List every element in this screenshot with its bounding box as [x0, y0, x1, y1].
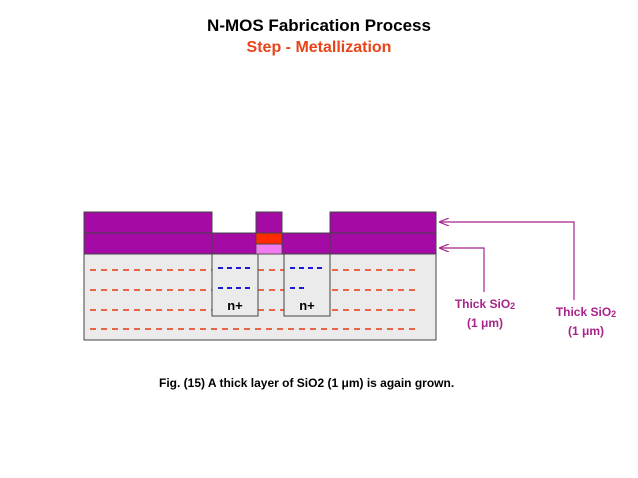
oxide-top-gate: [255, 211, 283, 234]
n-plus-well-left: [211, 253, 259, 317]
well-dash-marks: [218, 267, 322, 289]
callout-lower-sub: 2: [510, 301, 516, 311]
oxide-bottom-right: [329, 232, 437, 255]
callout-arrow-lower: [440, 248, 485, 292]
page-subtitle: Step - Metallization: [246, 39, 392, 56]
callout-thick-oxide-upper: Thick SiO2 (1 μm): [545, 303, 627, 340]
page-title: N-MOS Fabrication Process: [207, 16, 431, 35]
callout-thick-oxide-lower: Thick SiO2 (1 μm): [444, 295, 526, 332]
callout-lower-thickness: (1 μm): [466, 316, 503, 330]
substrate-dash-rows: [90, 269, 420, 330]
callout-upper-main: Thick SiO: [555, 305, 612, 319]
oxide-top-left: [83, 211, 213, 234]
callout-upper-sub: 2: [611, 309, 617, 319]
n-plus-label-left: n+: [227, 298, 243, 313]
oxide-bottom-left-well: [211, 232, 257, 255]
callout-arrow-upper: [440, 222, 575, 300]
oxide-top-right: [329, 211, 437, 234]
p-substrate: [83, 253, 437, 341]
n-plus-well-right: [283, 253, 331, 317]
gate-oxide-thin: [255, 243, 283, 255]
figure-caption: Fig. (15) A thick layer of SiO2 (1 μm) i…: [159, 376, 455, 390]
oxide-bottom-right-well: [281, 232, 331, 255]
callout-lower-main: Thick SiO: [454, 297, 511, 311]
n-plus-label-right: n+: [299, 298, 315, 313]
polysilicon-gate: [255, 232, 283, 245]
callout-upper-thickness: (1 μm): [567, 324, 604, 338]
oxide-bottom-left: [83, 232, 213, 255]
